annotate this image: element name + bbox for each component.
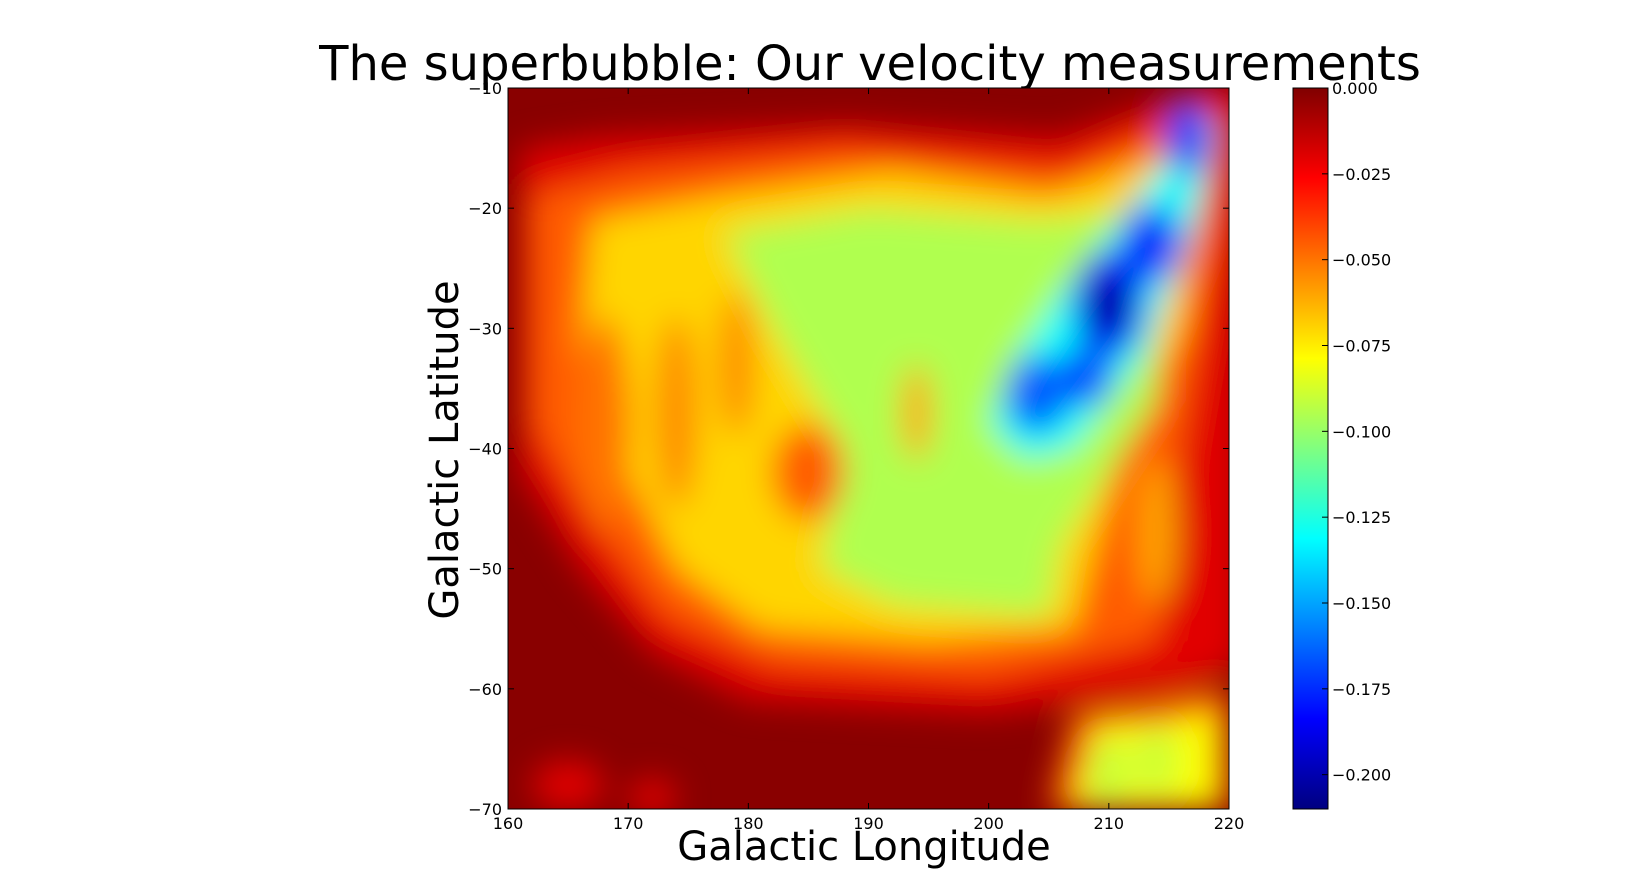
x-tick-label: 180 — [733, 814, 764, 833]
colorbar-tick-label: −0.125 — [1332, 508, 1391, 527]
y-tick-label: −10 — [468, 79, 502, 98]
y-tick-label: −20 — [468, 199, 502, 218]
colorbar-tick-label: −0.100 — [1332, 422, 1391, 441]
colorbar-tick-label: −0.200 — [1332, 766, 1391, 785]
colorbar-gradient — [1292, 87, 1329, 810]
streak-4 — [772, 424, 845, 521]
right-filament — [1137, 460, 1177, 605]
plot-area — [507, 87, 1230, 810]
core-3 — [1165, 97, 1209, 175]
knot-green-2 — [1137, 724, 1177, 797]
core-deep — [1089, 275, 1129, 334]
y-axis-label: Galactic Latitude — [422, 280, 468, 619]
spot-1 — [532, 760, 605, 809]
colorbar-tick-label: −0.075 — [1332, 337, 1391, 356]
y-tick-label: −60 — [468, 680, 502, 699]
streak-5 — [902, 364, 931, 461]
x-tick-label: 210 — [1094, 814, 1125, 833]
x-tick-label: 170 — [613, 814, 644, 833]
spot-2 — [628, 778, 677, 809]
y-tick-label: −70 — [468, 800, 502, 819]
y-tick-label: −50 — [468, 560, 502, 579]
core-2 — [1119, 205, 1183, 283]
core-4 — [1005, 355, 1068, 433]
colorbar-tick-label: 0.000 — [1332, 79, 1378, 98]
colorbar: 0.000 −0.025 −0.050 −0.075 −0.100 −0.125 −0.15… — [1292, 79, 1391, 810]
streak-3 — [718, 292, 755, 437]
chart-title: The superbubble: Our velocity measuremen… — [318, 36, 1421, 92]
bubble-green — [724, 208, 1157, 617]
y-tick-label: −40 — [468, 440, 502, 459]
colorbar-tick-label: −0.175 — [1332, 680, 1391, 699]
y-axis-ticks: −10 −20 −30 −40 −50 −60 −70 — [468, 79, 1229, 819]
colorbar-tick-label: −0.025 — [1332, 165, 1391, 184]
x-tick-label: 160 — [493, 814, 524, 833]
streak-2 — [654, 316, 698, 509]
y-tick-label: −30 — [468, 319, 502, 338]
streak-1 — [577, 316, 631, 533]
knot-green-1 — [1087, 736, 1131, 809]
x-axis-label: Galactic Longitude — [677, 824, 1051, 870]
core-5 — [1058, 346, 1112, 407]
x-tick-label: 190 — [853, 814, 884, 833]
x-axis-ticks: 160 170 180 190 200 210 220 — [493, 88, 1245, 833]
heatmap-field — [520, 88, 1229, 809]
x-tick-label: 200 — [973, 814, 1004, 833]
x-tick-label: 220 — [1214, 814, 1245, 833]
colorbar-tick-label: −0.050 — [1332, 251, 1391, 270]
colorbar-tick-label: −0.150 — [1332, 594, 1391, 613]
